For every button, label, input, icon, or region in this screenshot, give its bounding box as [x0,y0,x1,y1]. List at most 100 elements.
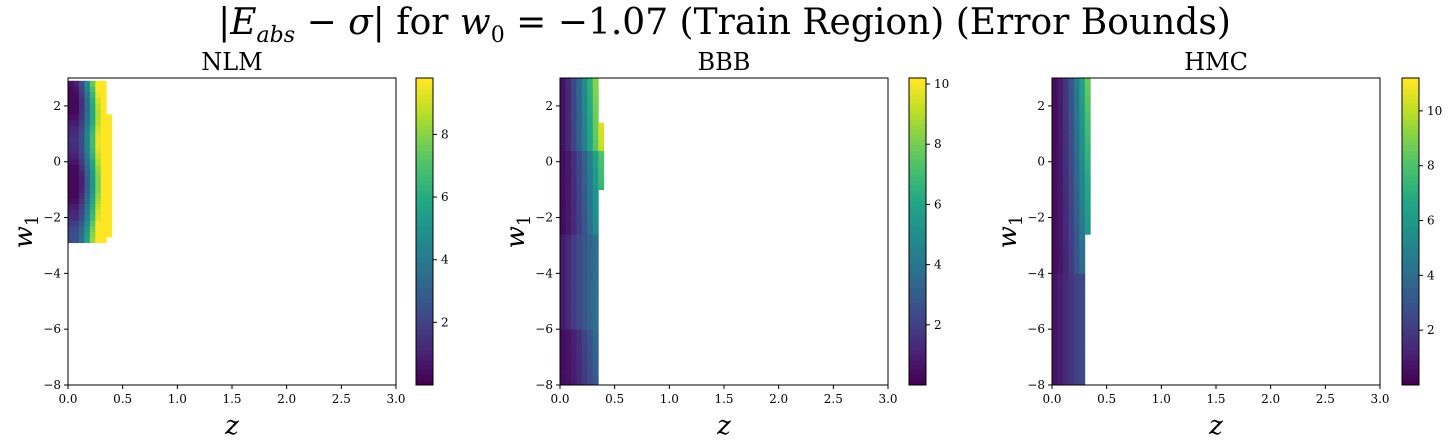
heatmap-cell [598,156,605,163]
heatmap-cell [1052,318,1058,324]
colorbar-segment [1402,195,1419,202]
y-axis-label: w1 [9,215,43,249]
heatmap-cell [95,125,102,132]
heatmap-cell [1062,267,1069,274]
colorbar-segment [909,236,926,243]
heatmap-cell [581,144,588,151]
heatmap-cell [1068,290,1075,297]
colorbar-segment [1402,338,1419,345]
heatmap-cell [84,153,91,160]
heatmap-cell [1062,223,1069,230]
heatmap-cell [1057,251,1064,258]
heatmap-cell [587,211,594,218]
heatmap-cell [1079,256,1086,263]
heatmap-cell [84,86,91,93]
heatmap-cell [1062,172,1069,179]
heatmap-cell [587,368,594,375]
colorbar-segment [1402,108,1419,115]
heatmap-cell [68,103,74,110]
heatmap-cell [1057,329,1064,336]
heatmap-cell [565,290,572,297]
heatmap-cell [1079,100,1086,107]
heatmap-cell [1057,301,1064,308]
heatmap-cell [1057,351,1064,358]
heatmap-cell [78,91,85,98]
heatmap-cell [1052,139,1058,146]
heatmap-cell [1073,345,1080,352]
colorbar-segment [1402,379,1419,386]
heatmap-cell [95,136,102,143]
heatmap-cell [587,83,594,90]
colorbar-segment [909,159,926,166]
heatmap-cell [581,89,588,96]
heatmap-cell [1057,122,1064,129]
heatmap-cell [1057,318,1064,324]
heatmap-cell [570,128,577,135]
heatmap-cell [581,379,588,386]
colorbar-segment [416,211,433,217]
heatmap-cell [1062,144,1069,151]
heatmap-cell [570,195,577,202]
heatmap-cell [570,362,577,369]
heatmap-cell [1062,318,1069,324]
heatmap-cell [570,234,577,241]
heatmap-cell [592,161,599,168]
colorbar-segment [416,159,433,166]
heatmap-cell [565,262,572,269]
heatmap-cell [560,345,566,352]
heatmap-cell [1079,184,1086,191]
heatmap-cell [581,111,588,118]
heatmap-cell [592,156,599,163]
heatmap-cell [1073,144,1080,151]
heatmap-cell [106,136,113,143]
colorbar-segment [416,164,433,171]
colorbar-segment [416,124,433,130]
heatmap-cell [592,323,599,330]
heatmap-cell [84,108,91,115]
heatmap-cell [1057,245,1064,252]
y-tick-label: 0 [1037,155,1045,169]
colorbar-segment [909,170,926,176]
colorbar-segment [1402,318,1419,325]
heatmap-cell [587,345,594,352]
heatmap-cell [587,362,594,369]
heatmap-cell [576,111,583,118]
colorbar-segment [416,221,433,227]
heatmap-cell [1079,284,1086,291]
heatmap-cell [560,373,566,380]
heatmap-cell [592,379,599,386]
heatmap-cell [1057,256,1064,263]
heatmap-cell [560,234,566,241]
heatmap-cell [1084,195,1091,202]
heatmap-cell [1068,206,1075,213]
heatmap-cell [1079,161,1086,168]
colorbar-frame [415,77,434,386]
colorbar-segment [909,277,926,284]
heatmap-cell [68,203,74,210]
heatmap-cells [68,80,113,244]
colorbar-segment [909,349,926,355]
heatmap-cell [576,223,583,230]
heatmap-cell [581,172,588,179]
heatmap-cell [587,167,594,174]
colorbar-segment [1402,175,1419,181]
heatmap-cell [560,94,566,101]
heatmap-cell [68,231,74,238]
colorbar-segment [1402,241,1419,248]
heatmap-cell [592,172,599,179]
colorbar-segment [909,226,926,232]
heatmap-cell [1084,178,1091,185]
heatmap-cell [587,117,594,124]
heatmap-cell [587,334,594,341]
y-tick-label: −4 [1027,266,1045,280]
heatmap-cell [592,178,599,185]
heatmap-cell [570,94,577,101]
heatmap-cell [592,306,599,313]
heatmap-cell [581,228,588,235]
heatmap-cell [570,323,577,330]
heatmap-cell [570,133,577,140]
heatmap-cell [73,103,80,110]
colorbar-segment [416,88,433,94]
colorbar-segment [416,134,433,140]
heatmap-cell [1057,340,1064,347]
